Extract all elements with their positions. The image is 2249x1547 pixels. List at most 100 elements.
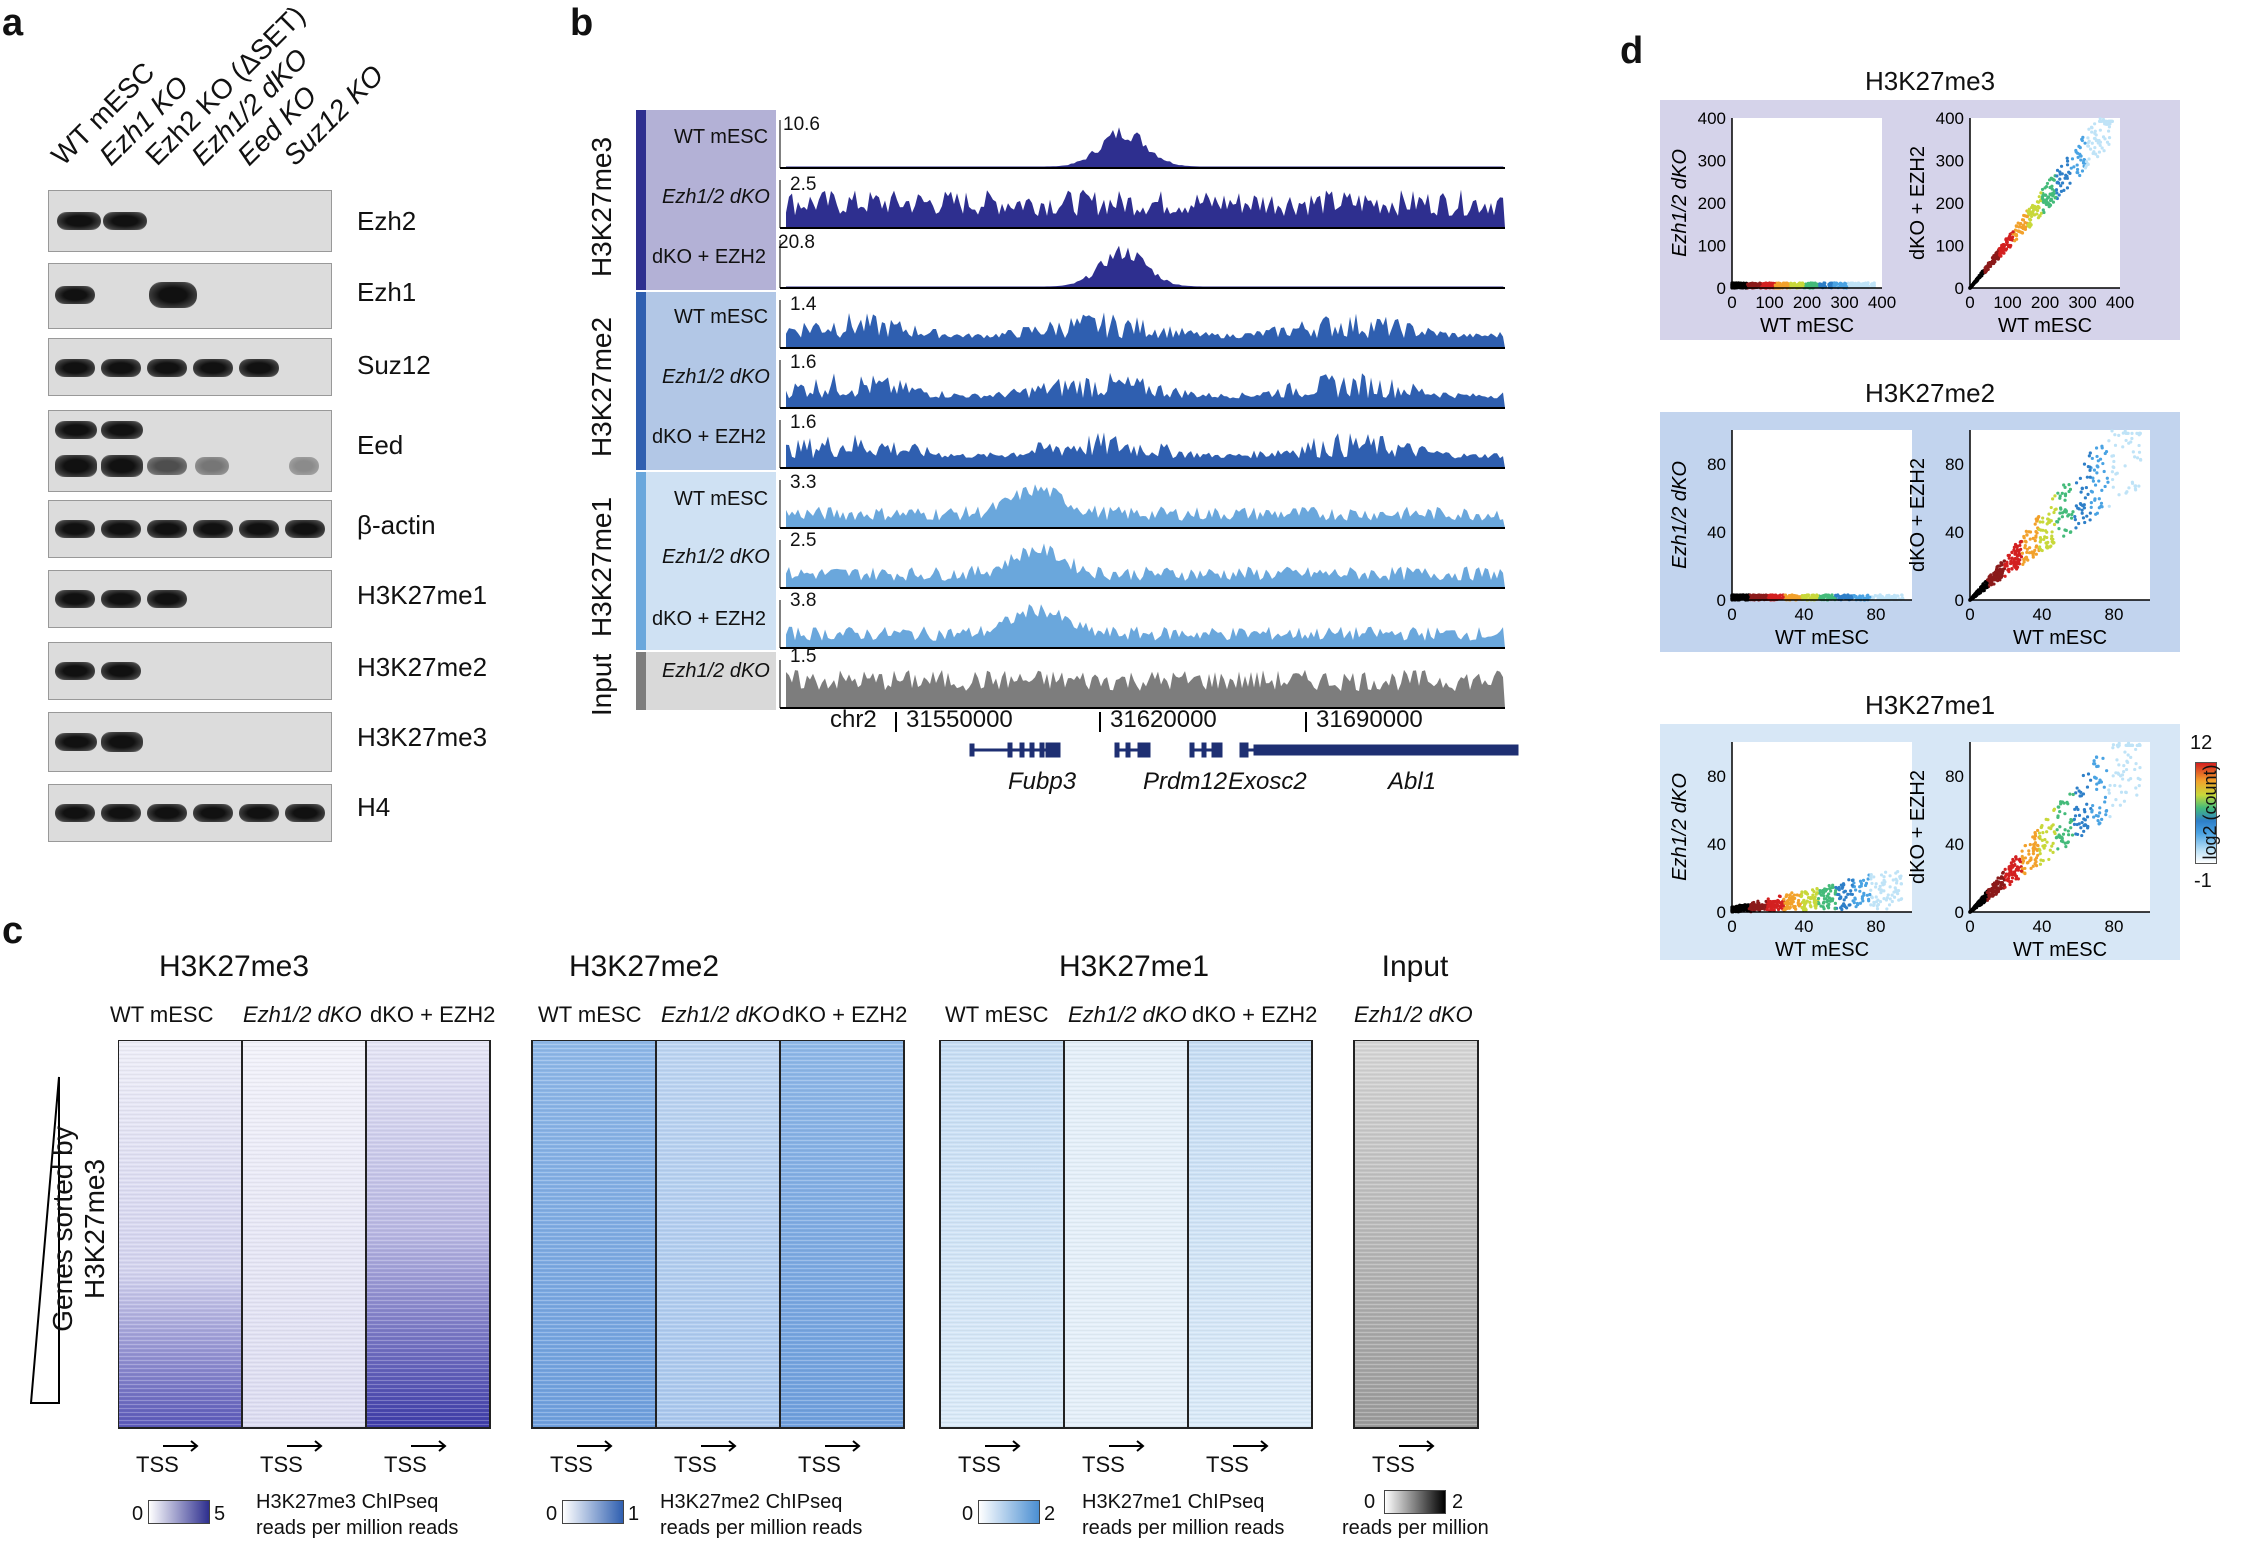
scatter-point: [1786, 284, 1790, 288]
genome-browser: [636, 110, 1519, 758]
scatter-point: [1744, 594, 1748, 598]
scatter-point: [2038, 545, 2042, 549]
scatter-point: [2008, 243, 2012, 248]
scatter-point: [2055, 835, 2059, 839]
scatter-point: [2062, 188, 2066, 192]
scatter-point: [1878, 884, 1882, 889]
scatter-point: [1872, 900, 1876, 904]
scatter-point: [2025, 861, 2030, 865]
scatter-point: [1839, 896, 1843, 900]
scatter-point: [2028, 537, 2032, 541]
scatter-point: [1985, 268, 1989, 272]
scatter-point: [2049, 519, 2053, 523]
scatter-point: [1764, 593, 1768, 597]
scatter-point: [1802, 898, 1806, 902]
scatter-point: [1793, 283, 1797, 287]
scatter-point: [1995, 879, 1999, 883]
y-tick-label: 400: [1936, 109, 1964, 128]
scatter-point: [1879, 891, 1883, 895]
scatter-point: [2004, 238, 2008, 242]
scatter-point: [1852, 881, 1856, 885]
scatter-point: [2023, 856, 2028, 860]
track-coverage: [786, 543, 1505, 588]
scatter-point: [2090, 490, 2094, 494]
scatter-point: [1806, 284, 1810, 288]
x-tick-label: 0: [1965, 917, 1974, 936]
scatter-point: [2122, 770, 2126, 774]
scatter-point: [1859, 595, 1863, 599]
scatter-point: [1778, 593, 1783, 597]
scatter-point: [2051, 200, 2056, 204]
x-tick-label: 40: [2033, 605, 2052, 624]
scatter-point: [1737, 282, 1741, 286]
scatter-point: [2020, 551, 2025, 555]
scatter-point: [2033, 832, 2037, 836]
scatter-point: [2017, 229, 2021, 233]
blot-h4: [48, 784, 332, 842]
scatter-point: [2071, 792, 2075, 797]
scatter-point: [2113, 433, 2117, 437]
scatter-point: [2042, 210, 2046, 215]
scatter-point: [2035, 208, 2040, 213]
scatter-point: [1981, 587, 1985, 591]
legend-line2: reads per million reads: [1082, 1517, 1285, 1539]
track-group-label: H3K27me1: [586, 496, 617, 638]
scatter-point: [1974, 594, 1978, 598]
scatter-point: [1899, 897, 1904, 901]
scatter-point: [1800, 890, 1804, 895]
scatter-point: [2058, 810, 2062, 814]
scatter-point: [2134, 747, 2138, 752]
scatter-point: [2038, 547, 2043, 552]
scatter-point: [2021, 218, 2026, 222]
scatter-point: [1846, 892, 1850, 896]
scatter-point: [1866, 281, 1870, 285]
track-label: dKO + EZH2: [652, 608, 766, 630]
legend-bar-me3: [148, 1500, 210, 1524]
scatter-point: [2086, 144, 2091, 148]
scatter-point: [2000, 876, 2004, 880]
scatter-point: [2052, 178, 2056, 182]
scatter-point: [2020, 849, 2024, 853]
scatter-point: [2112, 459, 2116, 464]
scatter-point: [2103, 795, 2108, 799]
scatter-point: [1783, 284, 1787, 289]
scatter-point: [2028, 858, 2032, 863]
scatter-point: [1802, 904, 1807, 908]
scatter-point: [2055, 181, 2059, 185]
scatter-point: [2092, 815, 2096, 819]
scatter-point: [1995, 250, 1999, 254]
scatter-point: [2080, 169, 2085, 173]
scatter-point: [1833, 891, 1837, 895]
scatter-point: [2045, 840, 2049, 844]
heatmap-title: H3K27me1: [1058, 950, 1210, 983]
scatter-point: [1856, 281, 1861, 285]
blot-h3k27me3: [48, 712, 332, 772]
scatter-point: [1822, 891, 1826, 895]
scatter-point: [1808, 900, 1812, 904]
scatter-point: [2084, 485, 2088, 490]
scatter-point: [2060, 172, 2064, 176]
scatter-point: [1842, 883, 1846, 887]
scatter-point: [1794, 907, 1798, 911]
scatter-point: [1742, 594, 1746, 598]
scatter-point: [2099, 501, 2104, 505]
scatter-point: [1896, 870, 1900, 874]
scatter-point: [1869, 876, 1873, 880]
scatter-point: [1735, 906, 1739, 910]
scatter-point: [1860, 895, 1865, 899]
group-bar-me1: [636, 472, 646, 650]
scatter-point: [2094, 755, 2099, 759]
x-axis-label: WT mESC: [2013, 627, 2107, 649]
y-tick-label: 200: [1936, 194, 1964, 213]
scatter-point: [2011, 561, 2016, 566]
scatter-point: [1816, 896, 1821, 901]
y-axis-label: Ezh1/2 dKO: [1669, 773, 1691, 881]
x-tick-label: 200: [1793, 293, 1821, 312]
scatter-point: [1785, 906, 1789, 910]
track-label: Ezh1/2 dKO: [662, 366, 770, 388]
scatter-point: [2010, 556, 2014, 560]
x-tick-label: 0: [1727, 605, 1736, 624]
scatter-point: [1813, 899, 1817, 903]
scatter-point: [2035, 517, 2040, 522]
